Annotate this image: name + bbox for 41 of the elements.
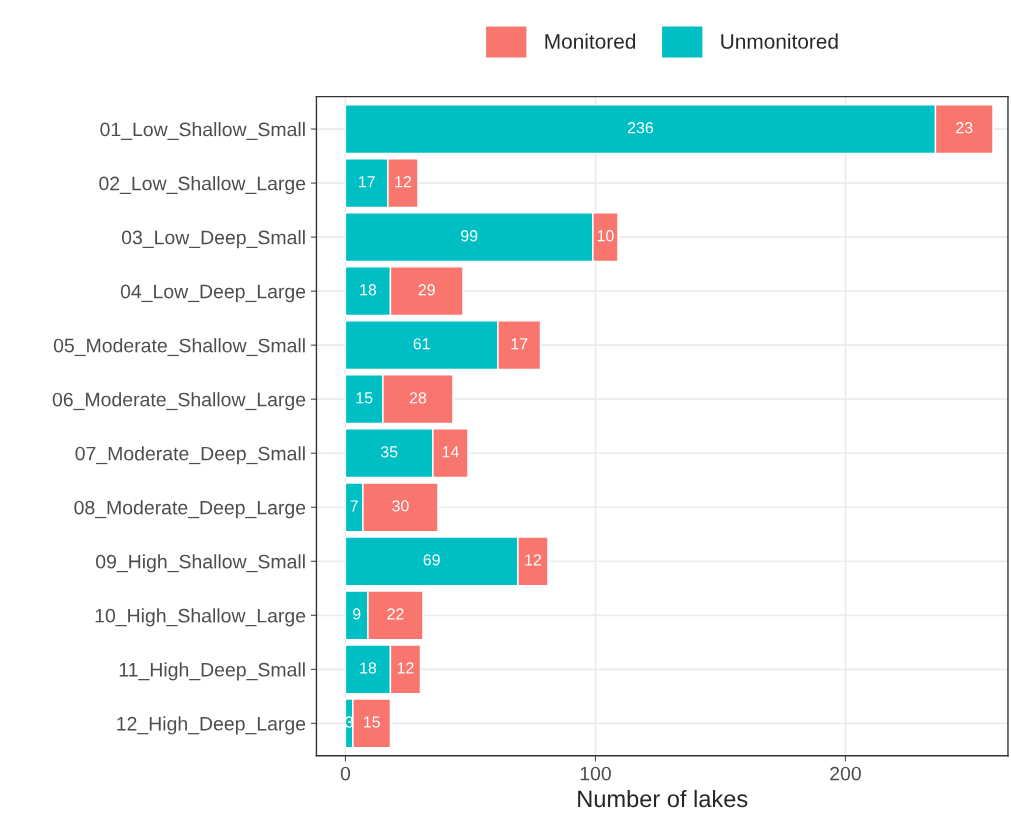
y-tick-label: 07_Moderate_Deep_Small bbox=[75, 446, 305, 465]
data-label: 22 bbox=[387, 608, 404, 620]
x-tick-label: 100 bbox=[580, 766, 611, 781]
y-tick-label: 01_Low_Shallow_Small bbox=[100, 122, 305, 140]
data-label: 12 bbox=[395, 176, 412, 188]
data-label: 30 bbox=[392, 500, 409, 512]
y-tick-label: 05_Moderate_Shallow_Small bbox=[53, 338, 305, 357]
data-label: 35 bbox=[380, 446, 398, 458]
y-tick-label: 04_Low_Deep_Large bbox=[120, 284, 306, 303]
y-tick-label: 12_High_Deep_Large bbox=[117, 716, 306, 735]
data-label: 236 bbox=[627, 122, 654, 134]
data-label: 9 bbox=[353, 608, 361, 620]
data-label: 17 bbox=[511, 338, 528, 350]
data-label: 18 bbox=[360, 662, 377, 674]
data-label: 23 bbox=[956, 122, 973, 134]
data-label: 61 bbox=[413, 338, 430, 350]
data-label: 12 bbox=[397, 662, 414, 674]
legend-label: Monitored bbox=[545, 33, 636, 49]
data-label: 69 bbox=[423, 554, 440, 566]
y-tick-label: 03_Low_Deep_Small bbox=[121, 230, 305, 249]
data-label: 7 bbox=[350, 500, 358, 512]
data-label: 29 bbox=[418, 284, 435, 296]
data-label: 18 bbox=[360, 284, 377, 296]
y-tick-label: 11_High_Deep_Small bbox=[119, 662, 305, 681]
data-label: 12 bbox=[525, 554, 542, 566]
y-tick-label: 08_Moderate_Deep_Large bbox=[74, 500, 306, 519]
data-label: 10 bbox=[597, 230, 614, 242]
legend-label: Unmonitored bbox=[721, 33, 838, 49]
y-tick-label: 10_High_Shallow_Large bbox=[95, 608, 306, 627]
y-tick-label: 02_Low_Shallow_Large bbox=[99, 176, 306, 195]
data-label: 99 bbox=[461, 230, 478, 242]
x-axis-title: Number of lakes bbox=[578, 789, 748, 808]
data-label: 17 bbox=[359, 176, 375, 188]
data-label: 28 bbox=[409, 392, 427, 404]
data-label: 15 bbox=[356, 392, 373, 404]
data-label: 15 bbox=[364, 716, 380, 728]
data-label: 14 bbox=[442, 446, 459, 458]
y-tick-label: 06_Moderate_Shallow_Large bbox=[52, 392, 306, 411]
x-tick-label: 0 bbox=[340, 766, 351, 781]
y-tick-label: 09_High_Shallow_Small bbox=[96, 554, 305, 573]
x-tick-label: 200 bbox=[830, 766, 861, 781]
